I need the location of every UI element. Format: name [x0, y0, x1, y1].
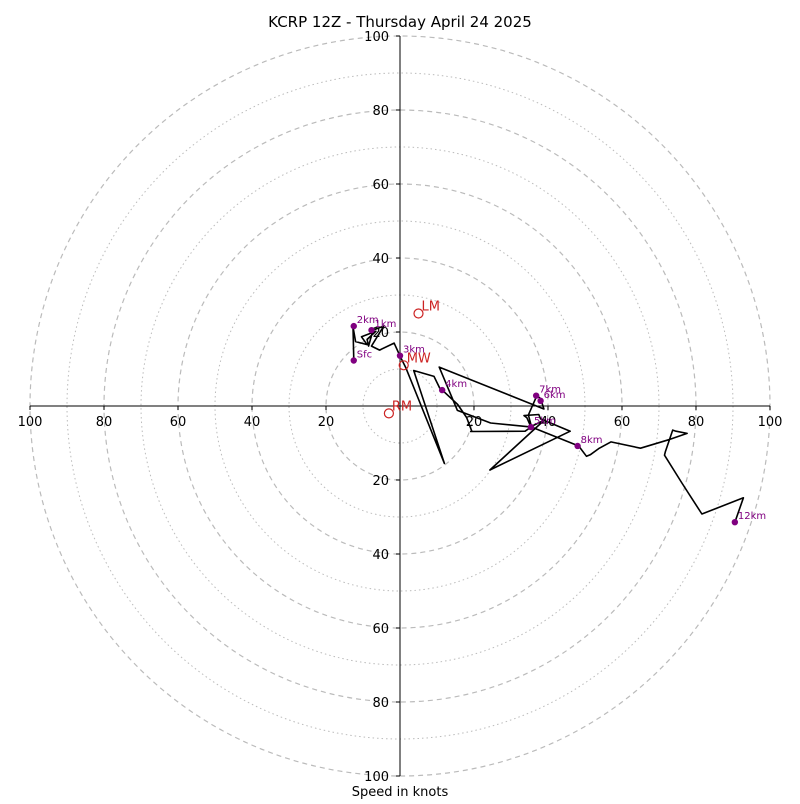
- y-tick-label: 60: [372, 178, 389, 193]
- x-tick-label: 100: [758, 415, 783, 430]
- height-marker-label: 2km: [357, 315, 379, 326]
- y-tick-label: 80: [372, 696, 389, 711]
- wind-trace: [352, 325, 745, 523]
- height-marker-point: [368, 326, 375, 334]
- storm-motion-point: [398, 360, 409, 371]
- height-marker-label: 6km: [544, 390, 566, 401]
- height-marker-point: [532, 392, 540, 399]
- x-tick-label: 60: [614, 415, 631, 430]
- y-tick-label: 40: [372, 252, 389, 267]
- height-marker-point: [350, 357, 357, 364]
- axes: [30, 36, 770, 776]
- storm-motion-point: [383, 408, 394, 419]
- storm-motion-label: LM: [422, 300, 440, 315]
- y-tick-label: 60: [372, 622, 389, 637]
- y-tick-label: 80: [372, 104, 389, 119]
- height-marker-point: [396, 352, 404, 359]
- chart-title: KCRP 12Z - Thursday April 24 2025: [268, 13, 532, 31]
- height-marker-label: 5km: [534, 416, 556, 427]
- height-marker-point: [731, 518, 739, 526]
- storm-motion-label: RM: [392, 399, 412, 414]
- height-marker-label: 12km: [738, 511, 766, 522]
- y-tick-label: 20: [372, 474, 389, 489]
- y-tick-label: 40: [372, 548, 389, 563]
- x-tick-label: 20: [318, 415, 335, 430]
- height-marker-point: [574, 442, 581, 450]
- x-tick-label: 80: [688, 415, 705, 430]
- height-marker-label: 1km: [375, 319, 397, 330]
- height-marker-label: 4km: [445, 379, 467, 390]
- x-tick-label: 80: [96, 415, 113, 430]
- x-tick-label: 40: [244, 415, 261, 430]
- height-marker-label: 3km: [403, 345, 425, 356]
- storm-motion-point: [413, 308, 424, 319]
- storm-motion-markers: LM MW RM: [383, 300, 440, 419]
- hodograph-trace-line: [352, 325, 745, 523]
- x-tick-label: 60: [170, 415, 187, 430]
- y-tick-label: 100: [364, 30, 389, 45]
- height-marker-label: 7km: [539, 385, 561, 396]
- storm-motion-label: MW: [407, 351, 431, 366]
- height-marker-point: [438, 386, 446, 394]
- x-tick-label: 100: [18, 415, 43, 430]
- height-marker-label: Sfc: [357, 349, 372, 360]
- height-marker-point: [527, 423, 535, 431]
- y-tick-label: 100: [364, 770, 389, 785]
- height-marker-point: [537, 397, 544, 405]
- x-axis-label: Speed in knots: [352, 785, 449, 800]
- height-marker-label: 8km: [581, 435, 603, 446]
- axis-tick-labels: 100 80 60 40 20 20 40 60 80 100100806040202040608…: [18, 30, 783, 785]
- height-marker-point: [350, 322, 357, 330]
